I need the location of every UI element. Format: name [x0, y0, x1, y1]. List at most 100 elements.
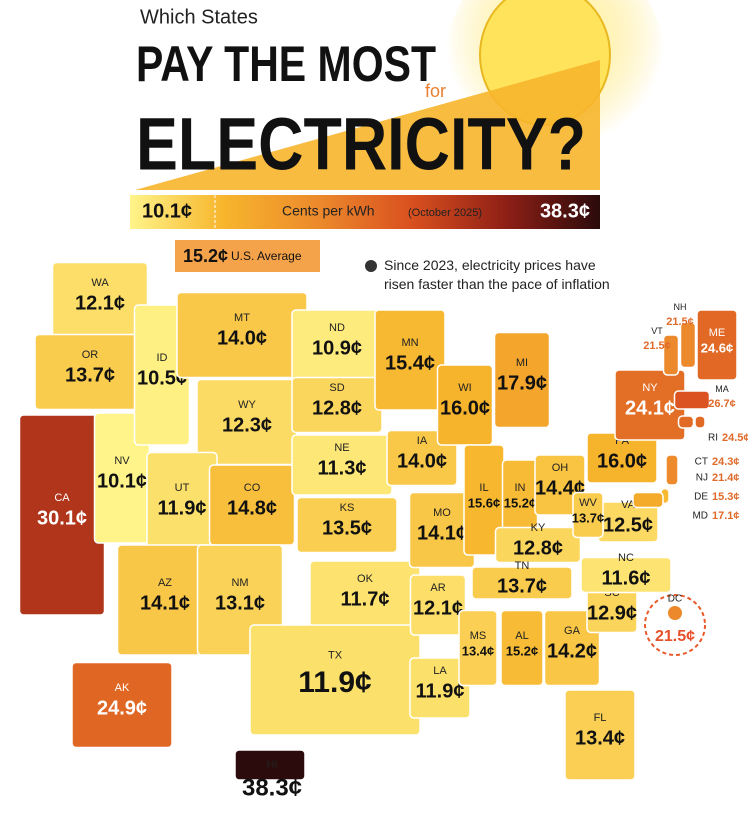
- state-abbr: UT: [175, 482, 190, 494]
- state-abbr: AR: [430, 582, 445, 594]
- state-abbr: HI: [267, 759, 278, 771]
- state-abbr: NJ: [696, 473, 708, 484]
- state-value: 21.5¢: [666, 316, 694, 328]
- state: [471, 566, 573, 600]
- state: [409, 574, 467, 636]
- state: [436, 364, 494, 446]
- state: [296, 496, 398, 554]
- state-value: 14.2¢: [547, 640, 597, 662]
- state-value: 10.5¢: [137, 367, 187, 389]
- state-value: 11.9¢: [416, 680, 465, 702]
- state-value: 12.5¢: [603, 514, 653, 536]
- state-value: 11.9¢: [158, 497, 207, 519]
- state-abbr: MO: [433, 507, 451, 519]
- legend-bar: [130, 195, 600, 229]
- state-abbr: WA: [91, 277, 109, 289]
- state-abbr: SD: [329, 382, 344, 394]
- state-value: 13.7¢: [65, 364, 115, 386]
- state-value: 11.6¢: [602, 567, 651, 589]
- state: [458, 609, 498, 687]
- legend-title: Cents per kWh: [282, 203, 375, 219]
- info-icon: [365, 260, 377, 272]
- title-connector: for: [425, 81, 446, 101]
- state: [665, 454, 679, 486]
- state-value: 16.0¢: [597, 450, 647, 472]
- state: [494, 526, 582, 564]
- state-abbr: VA: [621, 499, 636, 511]
- state-abbr: DE: [694, 492, 708, 503]
- state: [668, 606, 682, 620]
- state: [572, 491, 604, 539]
- state: [493, 331, 551, 429]
- legend-max: 38.3¢: [540, 200, 590, 222]
- state: [677, 415, 695, 429]
- state-abbr: NC: [618, 552, 634, 564]
- state-value: 11.9¢: [298, 666, 371, 699]
- state: [696, 309, 738, 381]
- state: [564, 689, 636, 781]
- state: [543, 609, 601, 687]
- state-abbr: MA: [715, 384, 729, 394]
- average-value: 15.2¢: [183, 246, 228, 266]
- state: [500, 609, 544, 687]
- state: [374, 309, 446, 411]
- state-value: 12.3¢: [222, 414, 272, 436]
- state-value: 24.3¢: [712, 456, 740, 468]
- state-abbr: ME: [709, 327, 726, 339]
- state-value: 11.7¢: [341, 588, 390, 610]
- state-abbr: NY: [642, 382, 658, 394]
- states: WA 12.1¢ OR 13.7¢ CA 30.1¢ NV 10.1¢ ID 10.5¢ MT 14.…: [18, 261, 748, 801]
- average-text: U.S. Average: [231, 249, 302, 263]
- state-abbr: AZ: [158, 577, 172, 589]
- state-abbr: IL: [479, 482, 488, 494]
- state-value: 14.4¢: [535, 477, 585, 499]
- state-value: 10.9¢: [312, 337, 362, 359]
- state-abbr: OH: [552, 462, 569, 474]
- legend-min: 10.1¢: [142, 200, 192, 222]
- state-value: 14.1¢: [140, 592, 190, 614]
- state-abbr: OK: [357, 573, 374, 585]
- light-beam: [135, 60, 600, 190]
- state-value: 13.5¢: [322, 517, 372, 539]
- state-value: 26.7¢: [708, 398, 736, 410]
- state: [632, 491, 664, 509]
- state-value: 12.9¢: [587, 602, 637, 624]
- state-value: 24.9¢: [97, 697, 147, 719]
- state-abbr: CT: [695, 457, 708, 468]
- state-value: 12.8¢: [513, 537, 563, 559]
- state: [679, 321, 697, 369]
- state: [673, 390, 711, 410]
- state-value: 17.1¢: [712, 510, 740, 522]
- state-value: 13.7¢: [497, 575, 547, 597]
- state-abbr: RI: [708, 433, 718, 444]
- state-abbr: VT: [651, 326, 663, 336]
- state-abbr: DC: [668, 594, 682, 605]
- state-abbr: FL: [594, 712, 607, 724]
- state: [580, 556, 672, 594]
- state-abbr: KS: [340, 502, 355, 514]
- state-value: 15.4¢: [385, 352, 435, 374]
- state-value: 12.1¢: [413, 597, 463, 619]
- state-value: 13.4¢: [575, 727, 625, 749]
- state-abbr: ID: [157, 352, 168, 364]
- state-abbr: NV: [114, 455, 130, 467]
- state-abbr: CA: [54, 492, 70, 504]
- state-value: 17.9¢: [497, 372, 547, 394]
- state: [662, 334, 680, 376]
- state-abbr: MD: [692, 511, 708, 522]
- legend-subtitle: (October 2025): [408, 207, 482, 219]
- state-abbr: KY: [531, 522, 546, 534]
- kicker: Which States: [140, 6, 258, 28]
- state-value: 21.4¢: [712, 472, 740, 484]
- state-value: 16.0¢: [440, 397, 490, 419]
- state-value: 10.1¢: [97, 470, 147, 492]
- state-value: 15.2¢: [506, 643, 539, 658]
- state-abbr: IA: [417, 435, 428, 447]
- state-value: 21.5¢: [655, 628, 695, 645]
- state-abbr: OR: [82, 349, 99, 361]
- state-value: 30.1¢: [37, 507, 87, 529]
- state-abbr: NE: [334, 442, 349, 454]
- state-abbr: TN: [515, 560, 530, 572]
